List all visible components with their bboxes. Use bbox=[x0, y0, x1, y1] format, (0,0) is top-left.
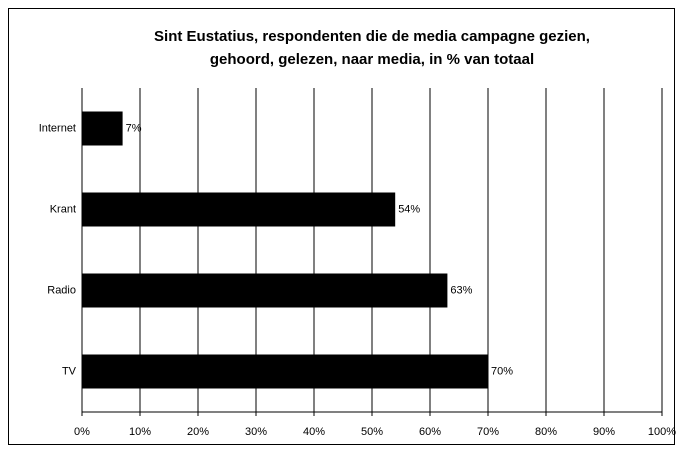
data-label: 63% bbox=[450, 284, 472, 296]
x-tick-label: 80% bbox=[535, 426, 557, 438]
y-tick-label: Internet bbox=[39, 122, 76, 134]
x-tick-label: 90% bbox=[593, 426, 615, 438]
x-tick-label: 10% bbox=[129, 426, 151, 438]
x-tick-label: 100% bbox=[648, 426, 676, 438]
bar bbox=[82, 192, 396, 227]
x-tick-label: 50% bbox=[361, 426, 383, 438]
x-tick-label: 60% bbox=[419, 426, 441, 438]
y-tick-label: Krant bbox=[50, 203, 76, 215]
bar bbox=[82, 273, 448, 308]
chart-title: gehoord, gelezen, naar media, in % van t… bbox=[210, 51, 534, 68]
y-tick-label: Radio bbox=[47, 284, 76, 296]
y-tick-label: TV bbox=[62, 365, 77, 377]
bar bbox=[82, 354, 488, 389]
data-label: 70% bbox=[491, 365, 513, 377]
chart-title: Sint Eustatius, respondenten die de medi… bbox=[154, 28, 590, 45]
x-tick-label: 20% bbox=[187, 426, 209, 438]
x-tick-label: 0% bbox=[74, 426, 90, 438]
data-label: 7% bbox=[126, 122, 142, 134]
data-label: 54% bbox=[398, 203, 420, 215]
x-tick-label: 40% bbox=[303, 426, 325, 438]
x-tick-label: 30% bbox=[245, 426, 267, 438]
x-tick-label: 70% bbox=[477, 426, 499, 438]
bar bbox=[82, 111, 123, 146]
